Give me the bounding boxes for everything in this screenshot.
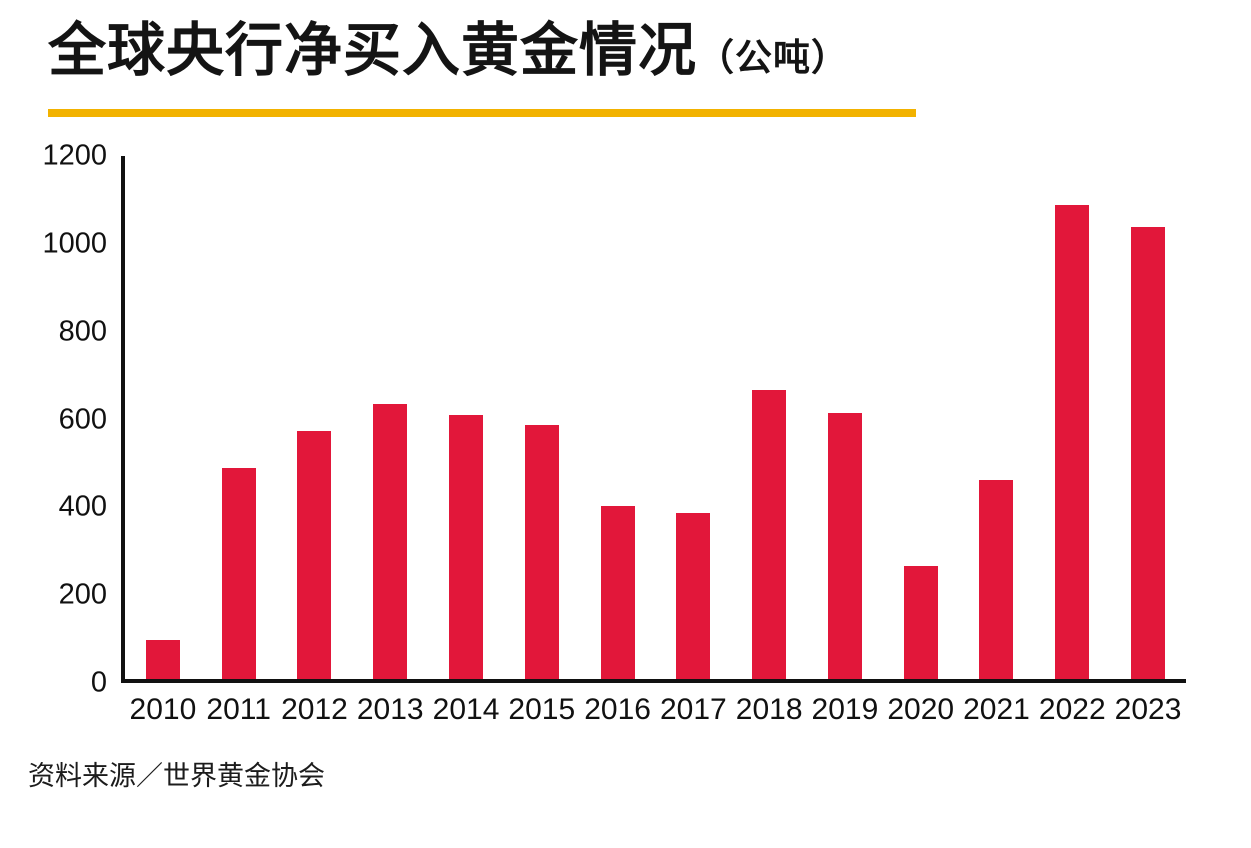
bar-2015	[524, 425, 559, 679]
plot-column: 2010 2011 2012 2013 2014 2015 2016 2017 2018 2019…	[121, 156, 1186, 727]
x-tick-label-2023: 2023	[1114, 693, 1182, 726]
y-tick-label-600: 600	[58, 403, 107, 435]
x-tick-label-2016: 2016	[584, 693, 651, 726]
x-axis: 2010 2011 2012 2013 2014 2015 2016 2017 2018 2019…	[121, 693, 1186, 727]
y-tick-label-200: 200	[58, 578, 107, 611]
chart-title-unit: （公吨）	[697, 37, 850, 78]
bar-slot	[428, 156, 504, 679]
bar-slot	[1110, 156, 1186, 679]
bar-slot	[352, 156, 428, 679]
source-note: 资料来源／世界黄金协会	[28, 761, 325, 791]
x-tick-label-2019: 2019	[811, 693, 879, 726]
bar-slot	[201, 156, 277, 679]
x-tick-label-2018: 2018	[735, 693, 803, 726]
y-tick-label-0: 0	[90, 666, 107, 699]
y-tick-label-800: 800	[58, 315, 107, 348]
bar-slot	[959, 156, 1035, 679]
x-tick-label-2017: 2017	[659, 693, 727, 726]
x-tick-label-2012: 2012	[281, 693, 348, 726]
bar-slot	[125, 156, 201, 679]
x-tick-label-2011: 2011	[206, 693, 271, 726]
x-tick-label-2021: 2021	[963, 693, 1030, 726]
y-tick-label-1000: 1000	[42, 227, 107, 260]
bar-2021	[979, 480, 1014, 679]
bar-2018	[752, 389, 787, 679]
y-axis: 1200 1000 800 600 400 200 0	[26, 140, 121, 699]
bar-2019	[827, 413, 862, 679]
title-underline	[48, 109, 916, 117]
bar-slot	[277, 156, 353, 679]
bar-slot	[1034, 156, 1110, 679]
bar-chart: 1200 1000 800 600 400 200 0 2010 2011 2012 2013 20…	[26, 140, 1186, 727]
bar-slot	[504, 156, 580, 679]
bar-slot	[731, 156, 807, 679]
bar-2010	[145, 639, 180, 679]
bar-2017	[676, 512, 711, 679]
x-tick-label-2014: 2014	[432, 693, 500, 726]
bar-2013	[373, 404, 408, 679]
y-tick-label-400: 400	[58, 490, 107, 523]
bar-slot	[807, 156, 883, 679]
bar-2014	[449, 415, 484, 679]
bar-2022	[1055, 204, 1090, 679]
x-tick-label-2022: 2022	[1038, 693, 1106, 726]
bar-2012	[297, 430, 332, 679]
y-tick-label-1200: 1200	[42, 139, 107, 172]
x-tick-label-2010: 2010	[129, 693, 197, 726]
bar-2023	[1131, 226, 1166, 679]
bar-slot	[655, 156, 731, 679]
plot-area	[121, 156, 1186, 683]
x-tick-label-2020: 2020	[887, 693, 955, 726]
bar-2016	[600, 506, 635, 679]
bar-slot	[580, 156, 656, 679]
x-tick-label-2013: 2013	[356, 693, 424, 726]
x-tick-label-2015: 2015	[508, 693, 576, 726]
bar-slot	[883, 156, 959, 679]
bar-2020	[903, 565, 938, 679]
chart-title-main: 全球央行净买入黄金情况	[48, 18, 698, 83]
bar-2011	[221, 467, 256, 679]
chart-title: 全球央行净买入黄金情况（公吨）	[48, 18, 849, 85]
